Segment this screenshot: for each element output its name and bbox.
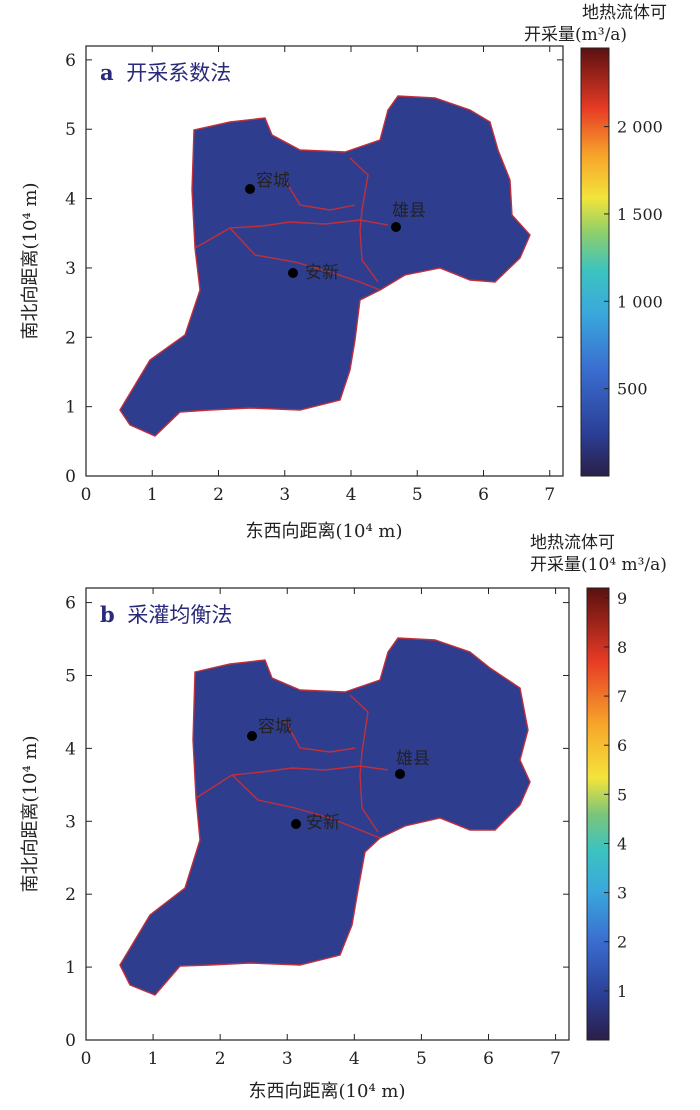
panel-title: a 开采系数法 [100, 60, 231, 85]
colorbar-tick-label: 1 [617, 982, 627, 1001]
colorbar-tick-label: 2 000 [617, 118, 663, 137]
city-markers: 容城 雄县 安新 [245, 171, 426, 283]
x-tick-label: 6 [478, 485, 489, 505]
city-point-rongcheng [247, 731, 257, 741]
colorbar-tick-label: 8 [617, 638, 627, 657]
x-tick-label: 2 [215, 1049, 226, 1069]
panel-title: b 采灌均衡法 [100, 602, 232, 627]
x-tick-label: 3 [279, 485, 290, 505]
y-tick-label: 5 [65, 120, 76, 140]
x-tick-label: 7 [550, 1049, 561, 1069]
y-axis-label: 南北向距离(10⁴ m) [20, 736, 41, 893]
panel-b: 容城 雄县 安新 b 采灌均衡法 0 1 2 3 4 5 6 7 0 1 2 3 4 5 6 东西向距离(1… [20, 533, 667, 1102]
x-tick-label: 5 [412, 485, 423, 505]
city-label-anxin: 安新 [305, 263, 339, 283]
city-point-anxin [291, 819, 301, 829]
y-tick-label: 0 [65, 467, 76, 487]
axis-ticks: 0 1 2 3 4 5 6 7 0 1 2 3 4 5 6 [65, 588, 569, 1069]
colorbar-title-line2: 开采量(10⁴ m³/a) [530, 555, 667, 575]
city-label-xiongxian: 雄县 [392, 201, 426, 221]
city-label-anxin: 安新 [306, 813, 340, 833]
y-tick-label: 0 [65, 1031, 76, 1051]
panel-a: 容城 雄县 安新 a 开采系数法 0 1 2 3 4 5 6 7 0 1 2 3 4 5 6 东西向距离(1… [20, 3, 667, 542]
y-tick-label: 4 [65, 190, 76, 210]
x-tick-label: 2 [213, 485, 224, 505]
y-tick-label: 3 [65, 259, 76, 279]
colorbar-tick-label: 2 [617, 933, 627, 952]
city-point-rongcheng [245, 184, 255, 194]
colorbar-tick-label: 500 [617, 380, 648, 399]
colorbar [580, 47, 610, 477]
x-tick-label: 7 [544, 485, 555, 505]
x-tick-label: 3 [282, 1049, 293, 1069]
x-tick-label: 1 [148, 1049, 159, 1069]
city-label-xiongxian: 雄县 [396, 749, 430, 769]
x-axis-label: 东西向距离(10⁴ m) [246, 521, 403, 542]
y-tick-label: 1 [65, 398, 76, 418]
x-tick-label: 0 [81, 485, 92, 505]
city-label-rongcheng: 容城 [256, 171, 290, 191]
y-tick-label: 1 [65, 958, 76, 978]
colorbar-tick-label: 5 [617, 785, 627, 804]
x-axis-label: 东西向距离(10⁴ m) [249, 1081, 406, 1102]
colorbar-tick-label: 6 [617, 736, 627, 755]
panel-letter: b [100, 602, 115, 627]
y-tick-label: 6 [65, 51, 76, 71]
colorbar-title-line2: 开采量(m³/a) [524, 25, 627, 45]
colorbar-tick-label: 1 500 [617, 205, 663, 224]
city-point-anxin [288, 268, 298, 278]
colorbar-tick-label: 7 [617, 687, 627, 706]
y-tick-label: 3 [65, 812, 76, 832]
panel-method: 开采系数法 [126, 61, 231, 85]
colorbar-title-line1: 地热流体可 [530, 533, 615, 553]
city-point-xiongxian [391, 222, 401, 232]
colorbar-tick-label: 4 [617, 834, 627, 853]
x-tick-label: 6 [483, 1049, 494, 1069]
colorbar-ticks: 1 2 3 4 5 6 7 8 9 [604, 589, 627, 1001]
city-markers: 容城 雄县 安新 [247, 717, 430, 833]
y-tick-label: 2 [65, 328, 76, 348]
x-tick-label: 4 [349, 1049, 360, 1069]
x-tick-label: 0 [81, 1049, 92, 1069]
colorbar-title-line1: 地热流体可 [582, 3, 667, 23]
axis-ticks: 0 1 2 3 4 5 6 7 0 1 2 3 4 5 6 [65, 46, 563, 505]
colorbar [586, 587, 610, 1041]
city-point-xiongxian [395, 769, 405, 779]
x-tick-label: 4 [346, 485, 357, 505]
colorbar-tick-label: 9 [617, 589, 627, 608]
y-axis-label: 南北向距离(10⁴ m) [20, 183, 41, 340]
city-label-rongcheng: 容城 [258, 717, 292, 737]
colorbar-tick-label: 3 [617, 884, 627, 903]
y-tick-label: 2 [65, 885, 76, 905]
y-tick-label: 5 [65, 666, 76, 686]
panel-letter: a [100, 60, 114, 85]
x-tick-label: 5 [416, 1049, 427, 1069]
y-tick-label: 4 [65, 739, 76, 759]
colorbar-tick-label: 1 000 [617, 292, 663, 311]
colorbar-ticks: 500 1 000 1 500 2 000 [604, 118, 663, 399]
x-tick-label: 1 [147, 485, 158, 505]
panel-method: 采灌均衡法 [127, 603, 232, 627]
y-tick-label: 6 [65, 594, 76, 614]
